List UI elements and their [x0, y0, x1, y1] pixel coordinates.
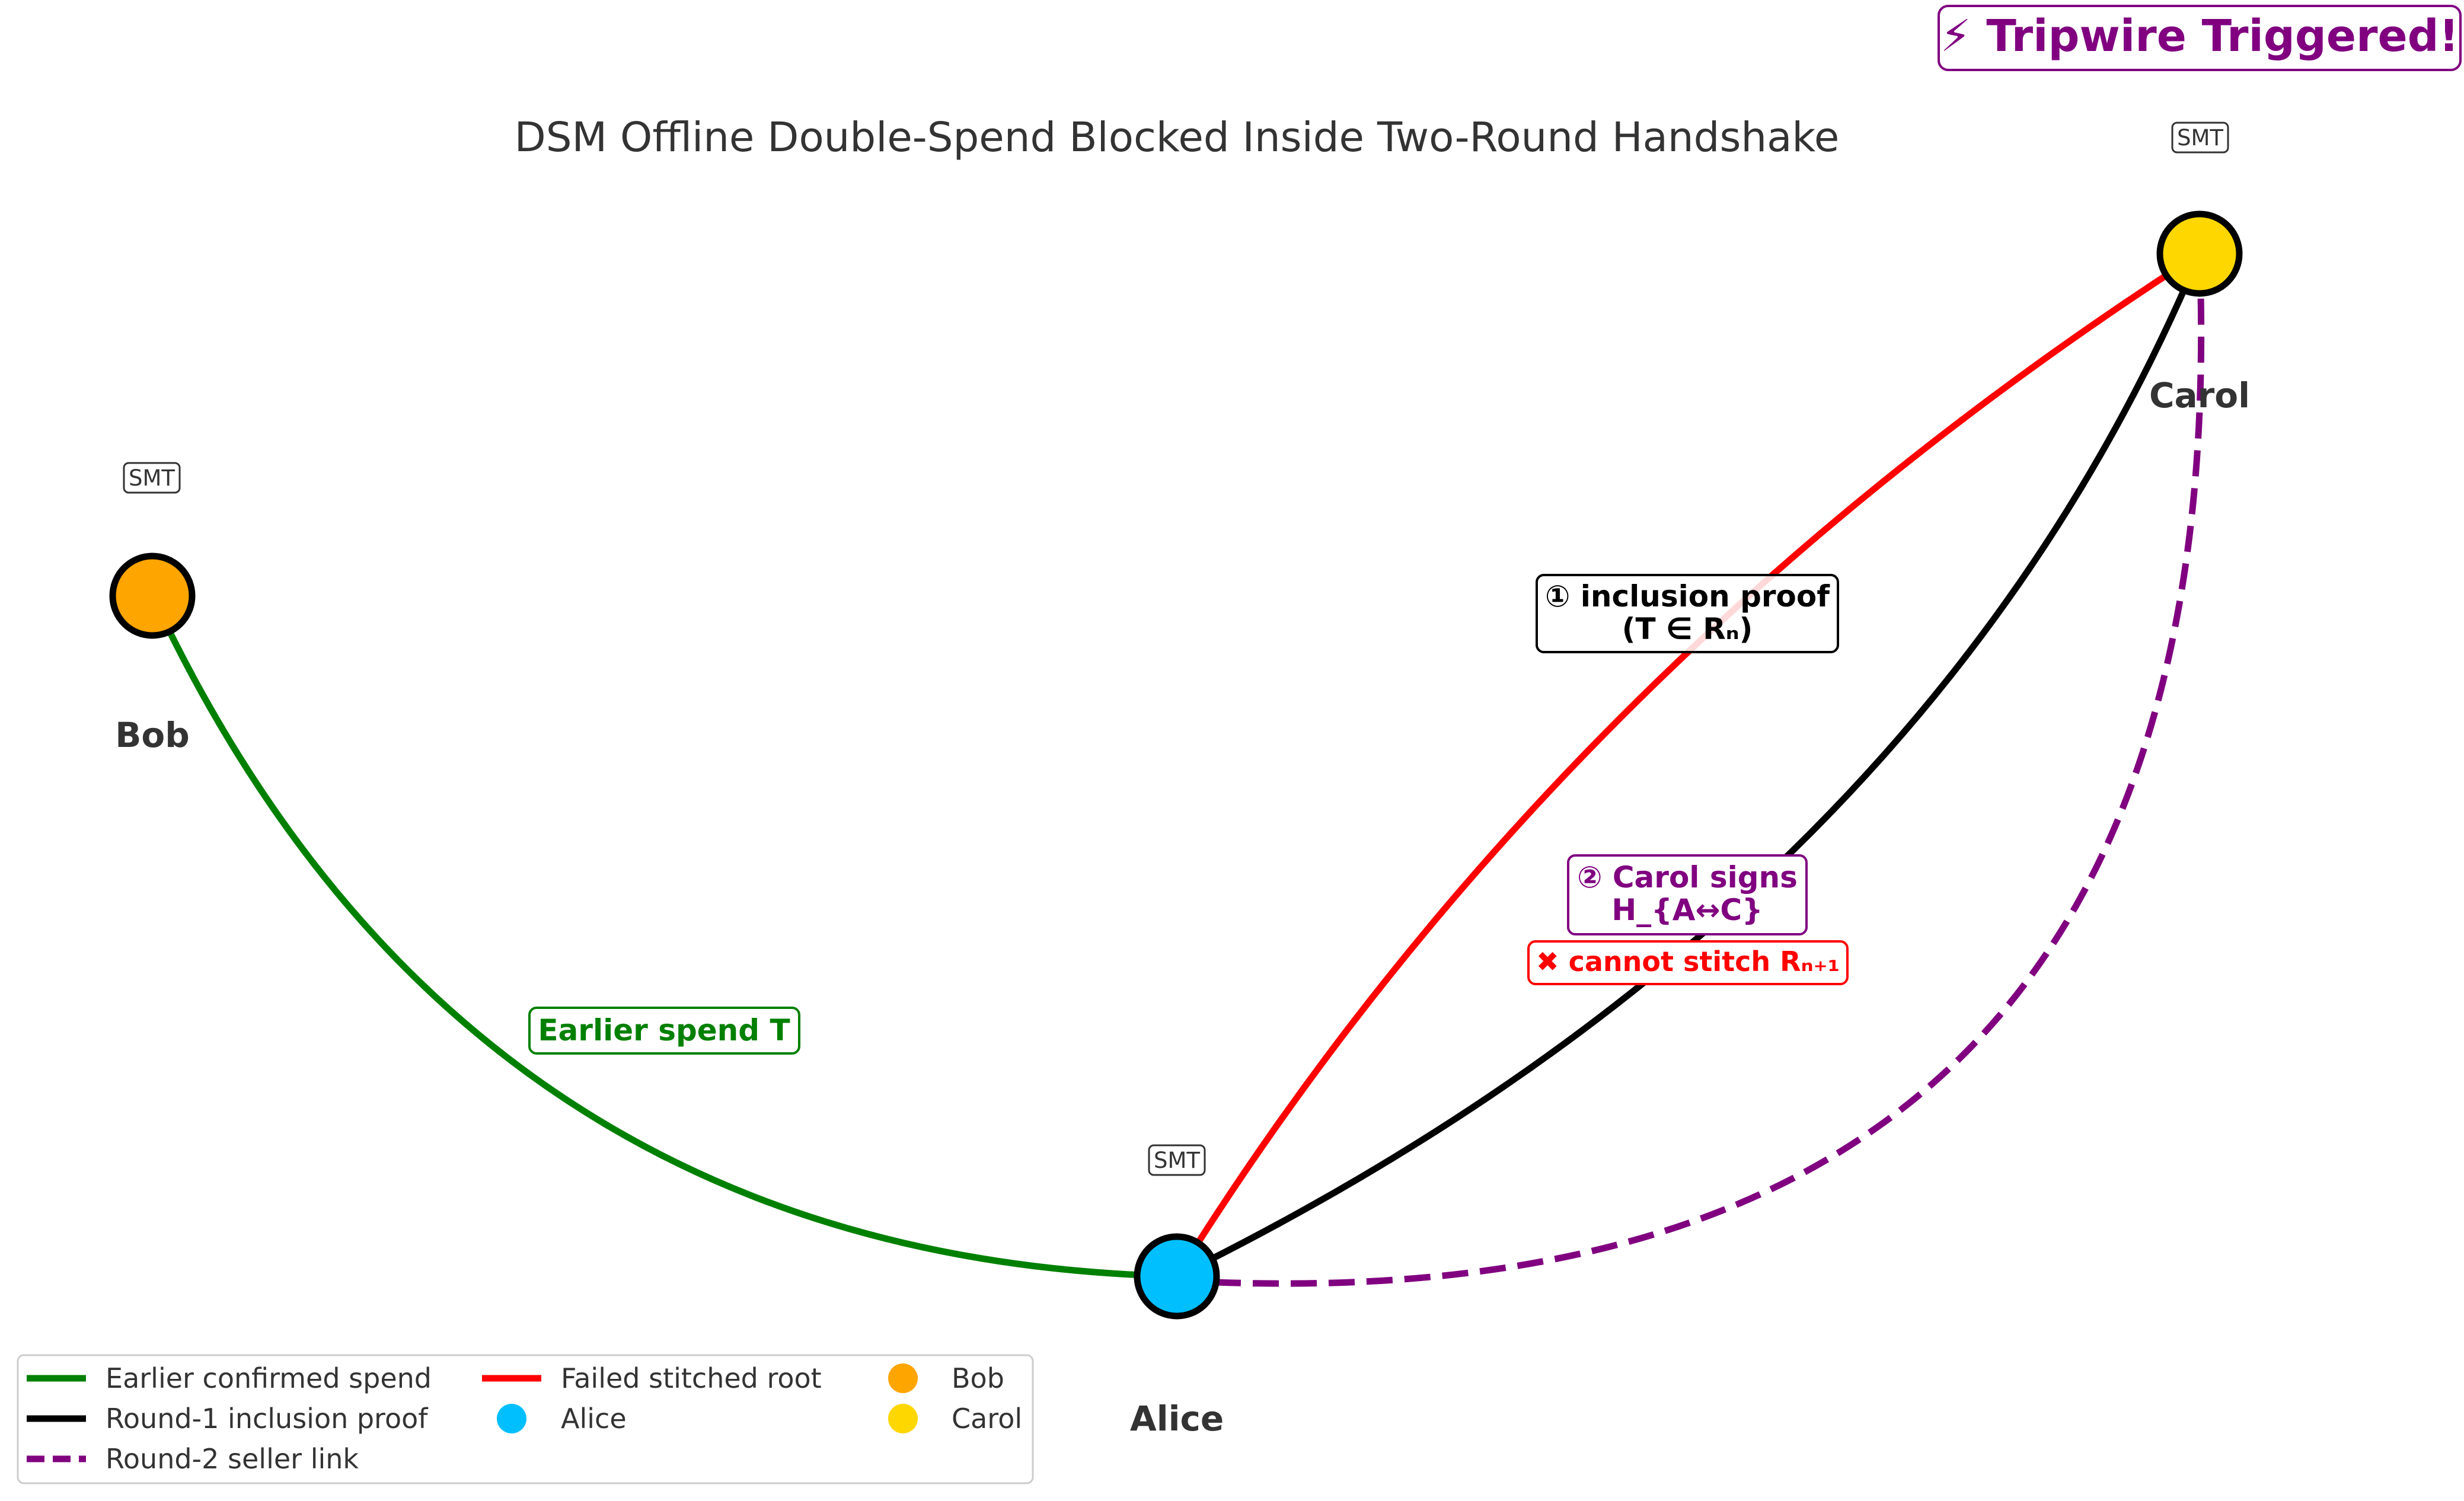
node-alice: SMT Alice — [1130, 1144, 1224, 1439]
smt-tag-alice: SMT — [1154, 1148, 1200, 1173]
annotation-inclusion-line1: ① inclusion proof — [1545, 579, 1830, 614]
node-bob: SMT Bob — [109, 462, 196, 755]
legend-swatch-carol — [888, 1404, 918, 1433]
legend: Earlier confirmed spend Round-1 inclusio… — [17, 1354, 1034, 1484]
legend-item-carol: Carol — [952, 1403, 1022, 1435]
legend-item-alice: Alice — [561, 1403, 627, 1435]
diagram-title: DSM Offline Double-Spend Blocked Inside … — [515, 114, 1840, 161]
node-carol-circle — [2156, 210, 2243, 297]
legend-item-failed: Failed stitched root — [561, 1362, 822, 1394]
annotation-earlier-spend-text: Earlier spend T — [538, 1013, 790, 1047]
legend-item-inclusion: Round-1 inclusion proof — [106, 1403, 429, 1435]
smt-tag-carol: SMT — [2177, 125, 2223, 151]
edge-earlier-spend — [149, 594, 1177, 1280]
annotation-inclusion-line2: (T ∈ Rₙ) — [1622, 612, 1753, 646]
legend-swatch-bob — [888, 1363, 918, 1393]
legend-swatch-alice — [497, 1404, 526, 1433]
node-label-bob: Bob — [115, 715, 190, 755]
annotation-carol-signs-line1: ② Carol signs — [1577, 860, 1798, 895]
annotation-earlier-spend: Earlier spend T — [528, 1007, 800, 1055]
smt-tag-bob: SMT — [129, 465, 175, 491]
node-label-alice: Alice — [1130, 1398, 1224, 1439]
annotation-inclusion-proof: ① inclusion proof (T ∈ Rₙ) — [1536, 574, 1839, 653]
edge-inclusion-proof — [1175, 252, 2203, 1279]
node-bob-circle — [109, 553, 196, 639]
tripwire-badge: ⚡ Tripwire Triggered! — [1938, 5, 2462, 71]
node-alice-circle — [1134, 1233, 1220, 1320]
annotation-cannot-stitch: ✖ cannot stitch Rₙ₊₁ — [1527, 940, 1849, 985]
annotation-carol-signs-line2: H_{A↔C} — [1611, 893, 1763, 927]
annotation-cannot-stitch-text: ✖ cannot stitch Rₙ₊₁ — [1536, 946, 1840, 978]
annotation-carol-signs: ② Carol signs H_{A↔C} — [1567, 854, 1808, 935]
legend-item-seller: Round-2 seller link — [106, 1443, 359, 1475]
edge-failed-root — [1174, 251, 2201, 1278]
tripwire-badge-text: ⚡ Tripwire Triggered! — [1940, 11, 2459, 62]
legend-item-bob: Bob — [952, 1362, 1004, 1394]
edge-seller-link — [1176, 253, 2205, 1287]
node-label-carol: Carol — [2149, 375, 2250, 416]
legend-item-earlier: Earlier confirmed spend — [106, 1362, 432, 1394]
node-carol: SMT Carol — [2149, 122, 2250, 416]
